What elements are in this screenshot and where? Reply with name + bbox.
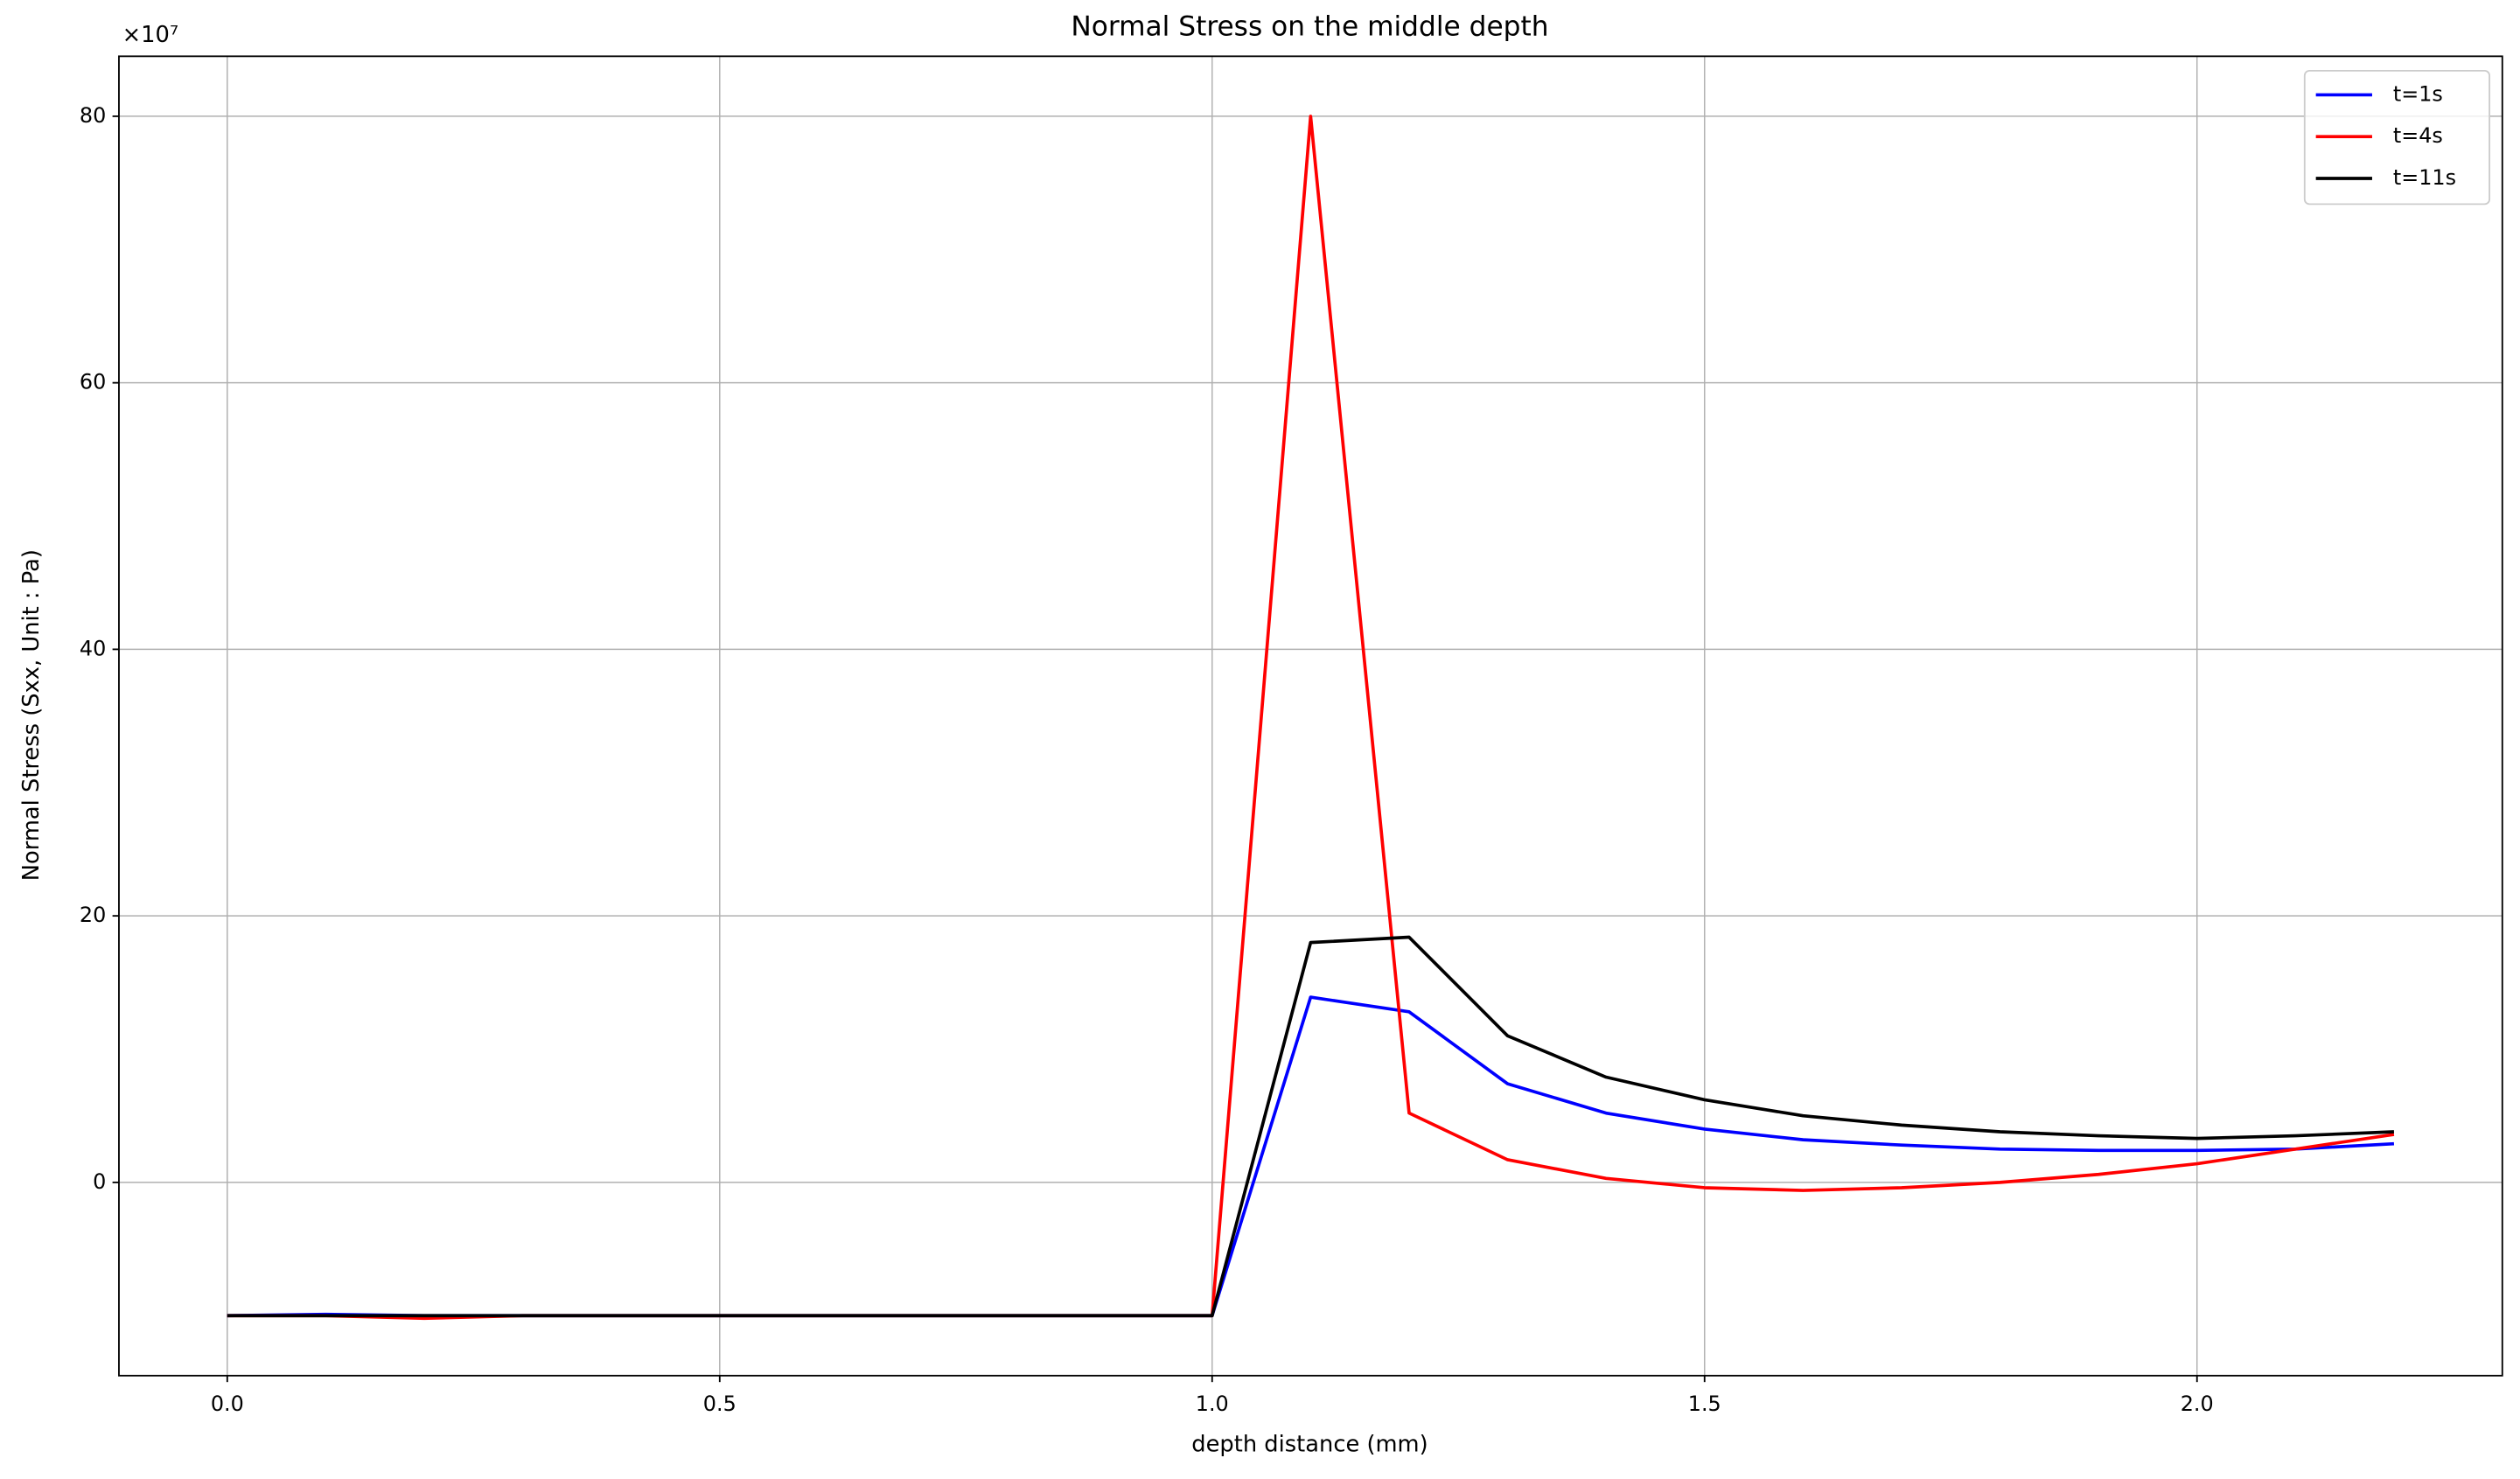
y-tick-label: 0: [93, 1169, 106, 1194]
legend-label: t=4s: [2393, 123, 2443, 148]
x-tick-label: 1.5: [1688, 1392, 1721, 1416]
series-line: [227, 935, 2395, 1318]
legend-label: t=11s: [2393, 165, 2456, 190]
series-line: [227, 115, 2395, 1321]
legend: t=1s t=4s t=11s: [2303, 69, 2491, 206]
y-axis-label: Normal Stress (Sxx, Unit : Pa): [18, 549, 45, 881]
x-tick-label: 2.0: [2181, 1392, 2214, 1416]
y-tick-label: 80: [80, 103, 106, 128]
legend-label: t=1s: [2393, 81, 2443, 106]
y-tick-label: 20: [80, 903, 106, 927]
x-tick-label: 1.0: [1196, 1392, 1229, 1416]
chart-title: Normal Stress on the middle depth: [1071, 10, 1548, 42]
y-tick-label: 40: [80, 636, 106, 660]
series-line: [227, 995, 2395, 1318]
x-tick-label: 0.0: [211, 1392, 244, 1416]
y-multiplier: ×10⁷: [122, 22, 179, 48]
plot-frame: [118, 55, 2503, 1377]
x-tick-label: 0.5: [703, 1392, 736, 1416]
legend-frame: [2303, 69, 2491, 206]
x-axis-label: depth distance (mm): [1191, 1431, 1428, 1457]
y-tick-label: 60: [80, 370, 106, 394]
